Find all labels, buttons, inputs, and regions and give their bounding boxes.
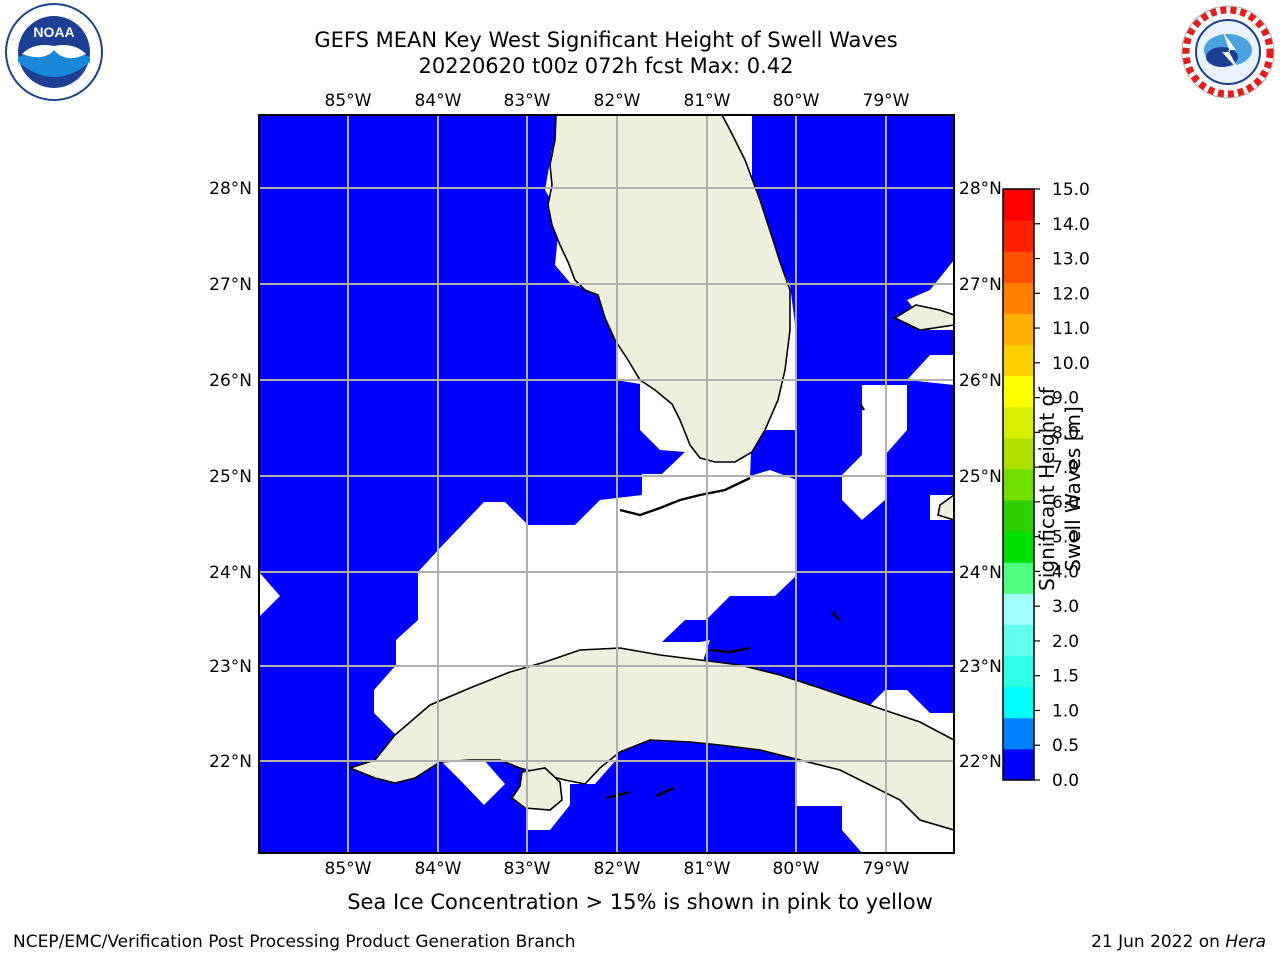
lon-label: 82°W <box>594 91 641 111</box>
lon-label: 85°W <box>325 859 372 879</box>
lat-label: 24°N <box>209 563 252 583</box>
colorbar-tick-label: 3.0 <box>1052 597 1079 617</box>
colorbar-tick-label: 0.0 <box>1052 771 1079 791</box>
isla-de-la-juventud <box>510 767 563 811</box>
lat-label: 26°N <box>209 371 252 391</box>
colorbar-segment <box>1003 748 1034 781</box>
colorbar-tick-label: 5.0 <box>1052 528 1079 548</box>
lat-labels-right: 28°N 27°N 26°N 25°N 24°N 23°N 22°N <box>959 179 1002 772</box>
lat-label: 28°N <box>209 179 252 199</box>
lat-label: 22°N <box>959 752 1002 772</box>
colorbar-tick-label: 12.0 <box>1052 284 1090 304</box>
lon-label: 81°W <box>684 91 731 111</box>
date-label: 21 Jun 2022 on <box>1091 932 1220 952</box>
lon-label: 83°W <box>504 859 551 879</box>
colorbar-tick-label: 0.5 <box>1052 736 1079 756</box>
date-text: 21 Jun 2022 on Hera <box>1091 932 1266 952</box>
colorbar-frame <box>1002 188 1035 781</box>
colorbar-tick-label: 7.0 <box>1052 458 1079 478</box>
lat-label: 25°N <box>959 467 1002 487</box>
colorbar-tick-label: 6.0 <box>1052 493 1079 513</box>
lon-label: 79°W <box>863 859 910 879</box>
colorbar-title: Significant Height of Swell Waves [m] <box>1035 387 1085 591</box>
colorbar-segment <box>1003 406 1034 439</box>
colorbar-tick-label: 8.0 <box>1052 423 1079 443</box>
colorbar-tick-label: 1.0 <box>1052 701 1079 721</box>
lon-labels-top: 85°W 84°W 83°W 82°W 81°W 80°W 79°W <box>325 91 910 111</box>
lon-label: 84°W <box>415 91 462 111</box>
lon-label: 83°W <box>504 91 551 111</box>
map-frame <box>258 114 955 854</box>
map-title-line1: GEFS MEAN Key West Significant Height of… <box>314 28 898 52</box>
colorbar-segment <box>1003 375 1034 408</box>
colorbar-segment <box>1003 500 1034 532</box>
lat-label: 25°N <box>209 467 252 487</box>
credit-text: NCEP/EMC/Verification Post Processing Pr… <box>13 932 576 952</box>
colorbar-segment <box>1003 344 1034 377</box>
colorbar-segment <box>1003 562 1034 594</box>
colorbar-tick-label: 15.0 <box>1052 180 1090 200</box>
colorbar-tick-label: 13.0 <box>1052 250 1090 270</box>
colorbar-tick-label: 10.0 <box>1052 354 1090 374</box>
lon-label: 80°W <box>773 859 820 879</box>
lat-label: 27°N <box>209 275 252 295</box>
lon-label: 79°W <box>863 91 910 111</box>
colorbar-segment <box>1003 717 1034 750</box>
colorbar-tick-label: 9.0 <box>1052 389 1079 409</box>
lat-label: 27°N <box>959 275 1002 295</box>
sea-ice-note: Sea Ice Concentration > 15% is shown in … <box>347 890 933 914</box>
lat-label: 28°N <box>959 179 1002 199</box>
colorbar-segment <box>1003 282 1034 314</box>
host-name: Hera <box>1225 932 1266 952</box>
lat-label: 23°N <box>209 657 252 677</box>
colorbar-segment <box>1003 437 1034 470</box>
colorbar-segment <box>1003 468 1034 501</box>
colorbar-segment <box>1003 251 1034 283</box>
lat-labels-left: 28°N 27°N 26°N 25°N 24°N 23°N 22°N <box>209 179 252 772</box>
lon-label: 84°W <box>415 859 462 879</box>
lat-label: 22°N <box>209 752 252 772</box>
colorbar-tick-label: 4.0 <box>1052 562 1079 582</box>
colorbar-segment <box>1003 686 1034 719</box>
lon-labels-bottom: 85°W 84°W 83°W 82°W 81°W 80°W 79°W <box>325 859 910 879</box>
graticule <box>259 115 954 853</box>
colorbar-segment <box>1003 624 1034 657</box>
colorbar-tick-label: 1.5 <box>1052 667 1079 687</box>
colorbar-segment <box>1003 531 1034 563</box>
lon-label: 85°W <box>325 91 372 111</box>
lat-label: 24°N <box>959 563 1002 583</box>
map-title-line2: 20220620 t00z 072h fcst Max: 0.42 <box>418 54 794 78</box>
colorbar-tick-label: 2.0 <box>1052 632 1079 652</box>
colorbar-tick-label: 11.0 <box>1052 319 1090 339</box>
colorbar-segment <box>1003 313 1034 346</box>
lon-label: 82°W <box>594 859 641 879</box>
lon-label: 80°W <box>773 91 820 111</box>
cuba-island <box>347 647 955 832</box>
colorbar-tick-label: 14.0 <box>1052 215 1090 235</box>
florida-peninsula <box>547 114 791 463</box>
noaa-logo: NOAA <box>5 3 103 101</box>
nws-logo <box>1181 5 1275 99</box>
landmasses <box>347 114 955 832</box>
colorbar: 0.0 0.5 1.0 1.5 2.0 3.0 4.0 5.0 6.0 7.0 8.0 9.0 10.0… <box>1002 180 1090 791</box>
colorbar-segment <box>1003 220 1034 252</box>
noaa-logo-text: NOAA <box>33 24 74 40</box>
colorbar-segment <box>1003 655 1034 688</box>
lat-label: 23°N <box>959 657 1002 677</box>
colorbar-segment <box>1003 189 1034 221</box>
lon-label: 81°W <box>684 859 731 879</box>
lat-label: 26°N <box>959 371 1002 391</box>
colorbar-segment <box>1003 593 1034 625</box>
